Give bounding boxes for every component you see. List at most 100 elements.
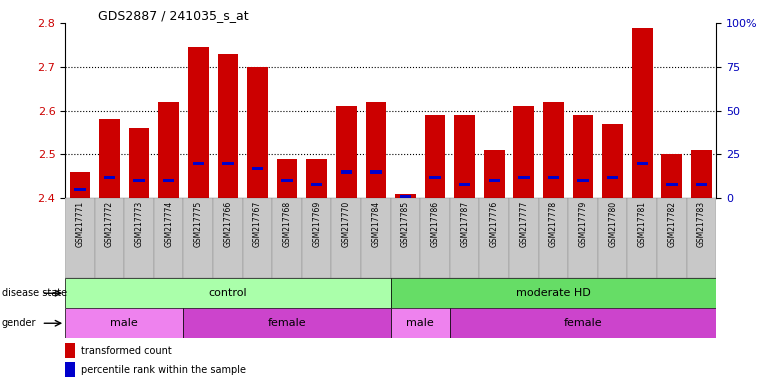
Bar <box>129 128 149 198</box>
Text: GSM217770: GSM217770 <box>342 201 351 247</box>
Text: GDS2887 / 241035_s_at: GDS2887 / 241035_s_at <box>98 9 248 22</box>
Bar <box>154 198 184 278</box>
Bar <box>391 308 450 338</box>
Bar <box>281 179 293 182</box>
Text: female: female <box>564 318 602 328</box>
Bar <box>65 362 75 377</box>
Bar <box>607 175 618 179</box>
Bar <box>578 179 589 182</box>
Bar <box>518 175 529 179</box>
Bar <box>543 102 564 198</box>
Bar <box>365 102 386 198</box>
Bar <box>163 179 175 182</box>
Text: GSM217779: GSM217779 <box>578 201 588 247</box>
Bar <box>691 150 712 198</box>
Text: gender: gender <box>2 318 36 328</box>
Text: GSM217787: GSM217787 <box>460 201 469 247</box>
Bar <box>454 115 475 198</box>
Bar <box>252 167 264 170</box>
Text: GSM217774: GSM217774 <box>164 201 173 247</box>
Bar <box>243 198 272 278</box>
Text: disease state: disease state <box>2 288 67 298</box>
Bar <box>65 343 75 358</box>
Bar <box>424 115 445 198</box>
Bar <box>391 278 716 308</box>
Text: female: female <box>268 318 306 328</box>
Text: control: control <box>208 288 247 298</box>
Bar <box>65 198 95 278</box>
Bar <box>95 198 124 278</box>
Text: male: male <box>407 318 434 328</box>
Bar <box>213 198 243 278</box>
Bar <box>184 198 213 278</box>
Bar <box>632 28 653 198</box>
Bar <box>336 106 357 198</box>
Text: GSM217778: GSM217778 <box>549 201 558 247</box>
Bar <box>637 162 648 165</box>
Bar <box>395 194 416 198</box>
Bar <box>184 308 391 338</box>
Text: GSM217780: GSM217780 <box>608 201 617 247</box>
Bar <box>459 183 470 186</box>
Bar <box>124 198 154 278</box>
Text: transformed count: transformed count <box>81 346 172 356</box>
Bar <box>133 179 145 182</box>
Bar <box>218 54 238 198</box>
Bar <box>341 170 352 174</box>
Bar <box>450 198 480 278</box>
Bar <box>696 183 707 186</box>
Bar <box>332 198 361 278</box>
Bar <box>104 175 115 179</box>
Text: GSM217767: GSM217767 <box>253 201 262 247</box>
Bar <box>306 159 327 198</box>
Bar <box>662 154 683 198</box>
Bar <box>627 198 657 278</box>
Bar <box>247 67 268 198</box>
Bar <box>277 159 297 198</box>
Bar <box>65 278 391 308</box>
Bar <box>513 106 534 198</box>
Bar <box>489 179 500 182</box>
Bar <box>548 175 559 179</box>
Text: percentile rank within the sample: percentile rank within the sample <box>81 365 247 375</box>
Bar <box>430 175 440 179</box>
Bar <box>568 198 597 278</box>
Bar <box>65 308 184 338</box>
Bar <box>484 150 505 198</box>
Bar <box>159 102 179 198</box>
Text: GSM217773: GSM217773 <box>135 201 143 247</box>
Bar <box>602 124 623 198</box>
Text: GSM217769: GSM217769 <box>313 201 321 247</box>
Bar <box>370 170 381 174</box>
Bar <box>480 198 509 278</box>
Text: GSM217782: GSM217782 <box>667 201 676 247</box>
Bar <box>74 188 86 191</box>
Bar <box>597 198 627 278</box>
Bar <box>188 47 208 198</box>
Bar <box>421 198 450 278</box>
Text: GSM217766: GSM217766 <box>224 201 232 247</box>
Bar <box>509 198 538 278</box>
Bar <box>192 162 204 165</box>
Text: GSM217772: GSM217772 <box>105 201 114 247</box>
Text: GSM217785: GSM217785 <box>401 201 410 247</box>
Bar <box>99 119 119 198</box>
Bar <box>538 198 568 278</box>
Bar <box>222 162 234 165</box>
Text: GSM217776: GSM217776 <box>489 201 499 247</box>
Text: GSM217777: GSM217777 <box>519 201 529 247</box>
Bar <box>391 198 421 278</box>
Bar <box>302 198 332 278</box>
Text: GSM217783: GSM217783 <box>697 201 706 247</box>
Bar <box>70 172 90 198</box>
Bar <box>657 198 686 278</box>
Bar <box>400 195 411 198</box>
Text: male: male <box>110 318 138 328</box>
Text: GSM217775: GSM217775 <box>194 201 203 247</box>
Text: moderate HD: moderate HD <box>516 288 591 298</box>
Bar <box>686 198 716 278</box>
Text: GSM217786: GSM217786 <box>430 201 440 247</box>
Bar <box>450 308 716 338</box>
Text: GSM217771: GSM217771 <box>75 201 84 247</box>
Bar <box>573 115 594 198</box>
